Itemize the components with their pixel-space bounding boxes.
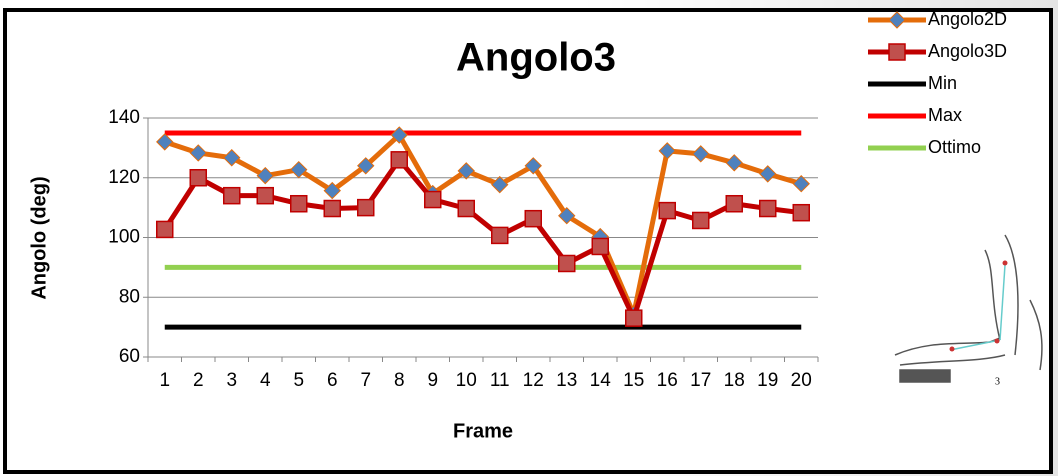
data-point xyxy=(759,199,777,218)
data-point xyxy=(491,175,509,194)
legend-label: Ottimo xyxy=(928,137,981,157)
data-point xyxy=(658,142,676,160)
x-axis-label: Frame xyxy=(453,420,513,442)
data-point xyxy=(156,133,174,151)
legend-marker xyxy=(888,11,906,29)
x-tick-label: 12 xyxy=(523,370,544,391)
data-point xyxy=(658,201,676,220)
data-point xyxy=(223,186,241,205)
y-tick-label: 100 xyxy=(108,227,140,248)
y-tick-label: 60 xyxy=(119,346,140,367)
data-point xyxy=(323,199,341,218)
data-point xyxy=(256,186,274,205)
data-point xyxy=(290,194,308,213)
data-point xyxy=(457,162,475,180)
y-tick-label: 140 xyxy=(108,107,140,128)
x-tick-label: 6 xyxy=(327,370,338,391)
x-tick-label: 10 xyxy=(456,370,477,391)
x-tick-label: 11 xyxy=(490,370,510,391)
x-tick-label: 1 xyxy=(159,370,170,391)
data-point xyxy=(223,149,241,167)
data-point xyxy=(524,157,542,175)
data-point xyxy=(189,169,207,187)
x-tick-label: 9 xyxy=(427,370,438,391)
data-point xyxy=(390,126,408,144)
legend-label: Min xyxy=(928,73,957,93)
data-point xyxy=(424,190,442,209)
x-tick-label: 3 xyxy=(226,370,237,391)
x-tick-label: 2 xyxy=(193,370,204,391)
data-point xyxy=(491,226,509,245)
data-point xyxy=(524,209,542,228)
y-tick-label: 120 xyxy=(108,167,140,188)
x-tick-label: 7 xyxy=(360,370,371,391)
arm-sketch xyxy=(894,234,1043,383)
data-point xyxy=(457,199,475,218)
y-axis-label: Angolo (deg) xyxy=(28,176,50,299)
x-tick-label: 5 xyxy=(293,370,304,391)
data-point xyxy=(625,309,643,327)
x-tick-label: 19 xyxy=(757,370,778,391)
y-tick-label: 80 xyxy=(119,286,140,307)
data-point xyxy=(725,154,743,172)
data-point xyxy=(692,211,710,230)
legend-label: Max xyxy=(928,105,962,125)
x-tick-label: 16 xyxy=(657,370,678,391)
x-tick-label: 8 xyxy=(394,370,405,391)
x-tick-label: 14 xyxy=(590,370,612,391)
x-tick-label: 20 xyxy=(791,370,812,391)
data-point xyxy=(792,203,810,222)
chart-frame xyxy=(3,8,1053,474)
x-tick-label: 15 xyxy=(623,370,644,391)
data-point xyxy=(390,151,408,169)
data-point xyxy=(256,166,274,185)
chart-title: Angolo3 xyxy=(456,36,616,80)
data-point xyxy=(323,181,341,200)
data-point xyxy=(156,220,174,239)
legend-label: Angolo2D xyxy=(928,9,1007,29)
data-point xyxy=(189,144,207,162)
legend-label: Angolo3D xyxy=(928,41,1007,61)
x-tick-label: 18 xyxy=(724,370,745,391)
legend-marker xyxy=(888,43,906,61)
data-point xyxy=(792,175,810,193)
data-point xyxy=(558,254,576,273)
x-tick-label: 13 xyxy=(556,370,577,391)
data-point xyxy=(558,206,576,225)
data-point xyxy=(357,157,375,175)
data-point xyxy=(290,160,308,179)
data-point xyxy=(692,145,710,163)
x-tick-label: 17 xyxy=(690,370,711,391)
x-tick-label: 4 xyxy=(260,370,271,391)
data-point xyxy=(591,237,609,256)
data-point xyxy=(357,198,375,217)
data-point xyxy=(725,194,743,213)
data-point xyxy=(759,165,777,183)
sketch-number: 3 xyxy=(995,376,1000,387)
